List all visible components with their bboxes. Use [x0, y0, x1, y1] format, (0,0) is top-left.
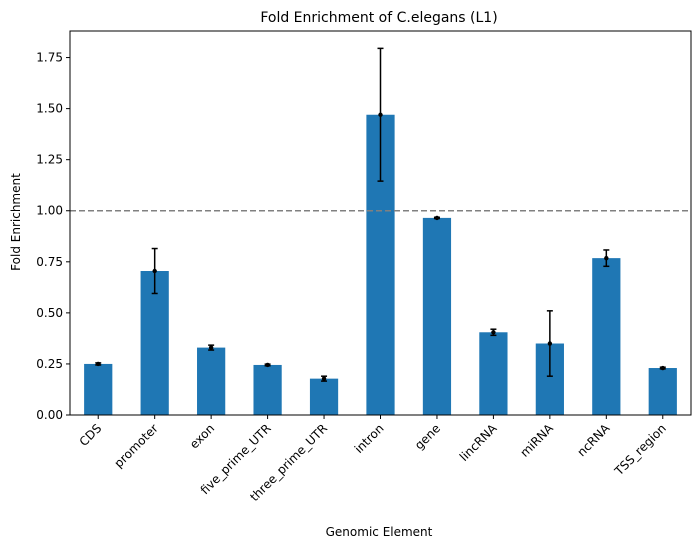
error-bar-point	[434, 215, 440, 221]
y-tick-label: 1.25	[36, 153, 63, 167]
x-tick-label: CDS	[77, 421, 105, 449]
error-bar-point	[660, 365, 665, 371]
error-bar-point	[265, 362, 270, 368]
x-axis-ticks: CDS promoter exonfive_prime_UTRthree_prime…	[77, 415, 669, 504]
error-bars	[95, 47, 666, 382]
chart-title: Fold Enrichment of C.elegans (L1)	[260, 10, 497, 26]
x-tick-label: gene	[412, 421, 443, 452]
error-bar	[433, 215, 440, 221]
bar-tss-region	[648, 368, 677, 415]
error-bar	[95, 361, 102, 367]
error-bar-point	[491, 330, 496, 335]
x-tick-label: promoter	[112, 421, 161, 470]
error-bar-point	[547, 341, 553, 346]
error-bar	[321, 375, 328, 382]
error-bar	[490, 328, 497, 337]
y-tick-label: 1.00	[36, 204, 63, 218]
y-axis-ticks: 0.00 0.25 0.50 0.75 1.00 1.25 1.50 1.75	[36, 51, 70, 422]
error-bar	[546, 310, 553, 377]
bar-ncrna	[592, 258, 621, 415]
x-tick-label: intron	[352, 421, 387, 456]
bar-three-prime-utr	[309, 378, 339, 415]
y-axis-label: Fold Enrichment	[9, 173, 23, 271]
error-bar-point	[152, 268, 157, 274]
error-bar	[659, 365, 666, 371]
bar-five-prime-utr	[253, 364, 282, 415]
bar-promoter	[140, 271, 169, 415]
error-bar-point	[378, 112, 383, 117]
bar-lincrna	[479, 332, 508, 415]
plot-frame	[69, 30, 692, 416]
y-tick-label: 0.50	[36, 306, 63, 320]
y-tick-label: 1.50	[36, 102, 63, 116]
error-bar-point	[208, 345, 214, 350]
x-tick-label: lincRNA	[457, 421, 500, 464]
bars	[84, 114, 677, 415]
error-bar	[264, 362, 271, 368]
x-axis-label: Genomic Element	[326, 525, 433, 539]
y-tick-label: 0.75	[36, 255, 63, 269]
x-tick-label: TSS_region	[611, 421, 669, 479]
error-bar	[208, 344, 215, 351]
error-bar	[377, 47, 384, 182]
bar-exon	[197, 347, 226, 415]
error-bar-point	[604, 255, 609, 261]
error-bar-point	[96, 361, 101, 367]
error-bar	[151, 247, 158, 295]
x-tick-label: miRNA	[517, 421, 556, 460]
x-tick-label: ncRNA	[574, 421, 613, 460]
x-tick-label: exon	[187, 421, 217, 451]
y-tick-label: 0.25	[36, 357, 63, 371]
error-bar	[603, 249, 610, 268]
bar-cds	[84, 363, 113, 415]
bar-gene	[422, 217, 452, 415]
y-tick-label: 0.00	[36, 408, 63, 422]
y-tick-label: 1.75	[36, 51, 63, 65]
error-bar-point	[321, 376, 327, 381]
